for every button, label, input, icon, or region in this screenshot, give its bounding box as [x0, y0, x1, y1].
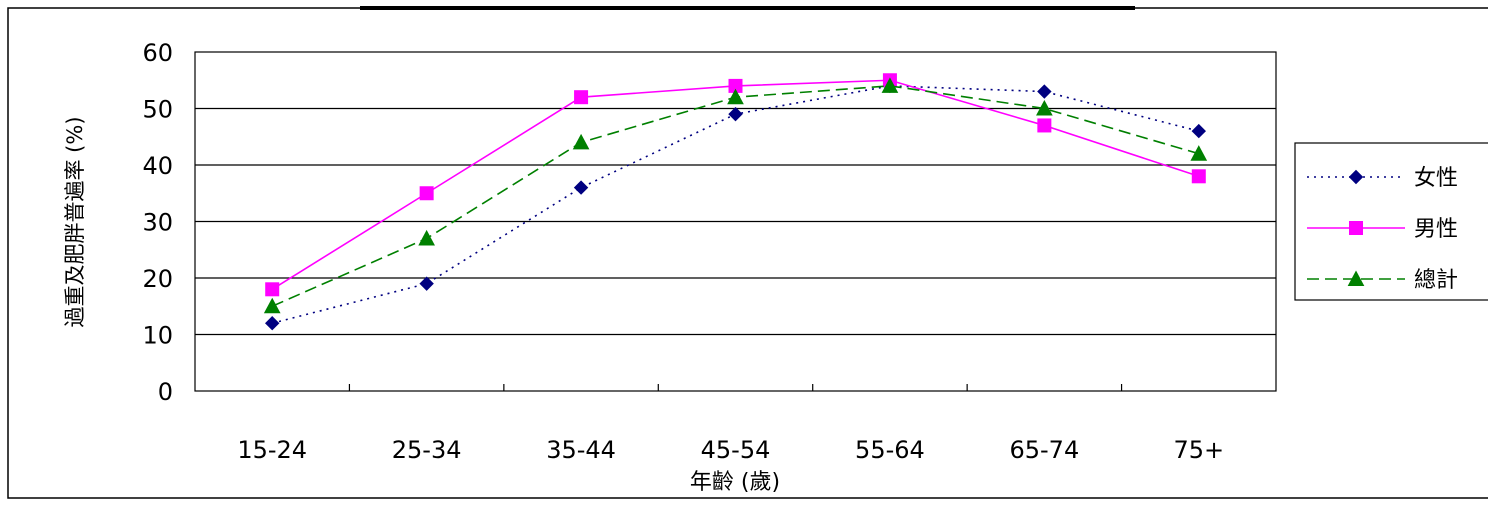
- x-tick-label: 25-34: [392, 436, 462, 464]
- data-point: [1191, 169, 1206, 184]
- y-tick-label: 10: [142, 322, 173, 350]
- y-tick-label: 20: [142, 265, 173, 293]
- data-point: [265, 282, 280, 297]
- legend-marker: [1347, 270, 1365, 286]
- x-axis: 15-24 25-34 35-44 45-54 55-64 65-74 75+: [237, 384, 1224, 464]
- y-axis-label: 過重及肥胖普遍率 (%): [63, 116, 87, 327]
- data-point: [419, 186, 434, 201]
- y-tick-label: 0: [158, 378, 173, 406]
- legend-label: 總計: [1414, 268, 1458, 293]
- data-point: [574, 90, 589, 105]
- y-axis: 0 10 20 30 40 50 60: [142, 39, 173, 406]
- data-point: [728, 106, 743, 122]
- data-point: [572, 133, 590, 150]
- data-point: [573, 180, 589, 195]
- data-point: [881, 77, 899, 93]
- legend-label: 男性: [1414, 217, 1458, 242]
- legend-marker: [1349, 221, 1363, 235]
- x-tick-label: 15-24: [237, 436, 307, 464]
- x-axis-label: 年齡 (歲): [690, 470, 780, 495]
- data-point: [265, 315, 280, 331]
- data-point: [263, 297, 281, 314]
- data-point: [727, 88, 744, 105]
- series-group: [263, 73, 1208, 331]
- x-tick-label: 35-44: [546, 436, 616, 464]
- x-tick-label: 45-54: [701, 436, 771, 464]
- legend-box: [1294, 142, 1488, 301]
- data-point: [419, 276, 434, 291]
- data-point: [1191, 123, 1206, 139]
- legend-label: 女性: [1414, 166, 1458, 191]
- data-point: [1037, 118, 1052, 133]
- data-point: [418, 229, 435, 246]
- y-tick-label: 50: [142, 96, 173, 124]
- y-tick-label: 30: [142, 209, 173, 237]
- legend-marker: [1348, 169, 1364, 185]
- x-tick-label: 55-64: [855, 436, 925, 464]
- data-point: [1190, 145, 1208, 161]
- x-tick-label: 65-74: [1009, 436, 1079, 464]
- y-tick-label: 40: [142, 152, 173, 180]
- data-point: [1037, 84, 1052, 99]
- data-point: [1036, 99, 1053, 116]
- y-tick-label: 60: [142, 39, 173, 67]
- x-tick-label: 75+: [1173, 436, 1224, 464]
